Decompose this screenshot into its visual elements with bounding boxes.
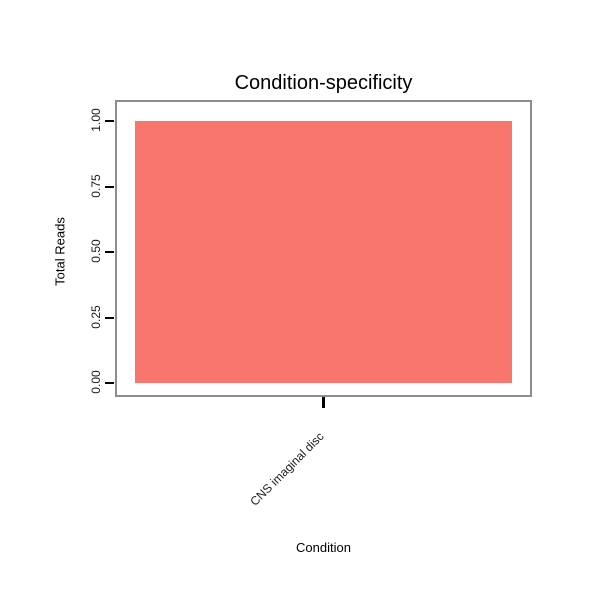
plot-panel (115, 100, 532, 397)
y-tick-mark (105, 317, 114, 319)
y-tick-mark (105, 382, 114, 384)
y-axis-title: Total Reads (52, 217, 68, 286)
x-tick-label: CNS imaginal disc (247, 429, 327, 509)
y-tick-label: 0.00 (89, 370, 103, 394)
chart-title: Condition-specificity (234, 72, 413, 94)
y-tick-label: 0.50 (89, 239, 103, 263)
x-axis-title: Condition (296, 540, 351, 555)
x-tick-mark (322, 397, 325, 408)
y-tick-mark (105, 120, 114, 122)
y-tick-label: 1.00 (89, 108, 103, 132)
y-tick-mark (105, 186, 114, 188)
y-tick-label: 0.75 (89, 174, 103, 198)
y-tick-label: 0.25 (89, 305, 103, 329)
y-tick-mark (105, 251, 114, 253)
bar-cns-imaginal-disc (135, 121, 512, 383)
